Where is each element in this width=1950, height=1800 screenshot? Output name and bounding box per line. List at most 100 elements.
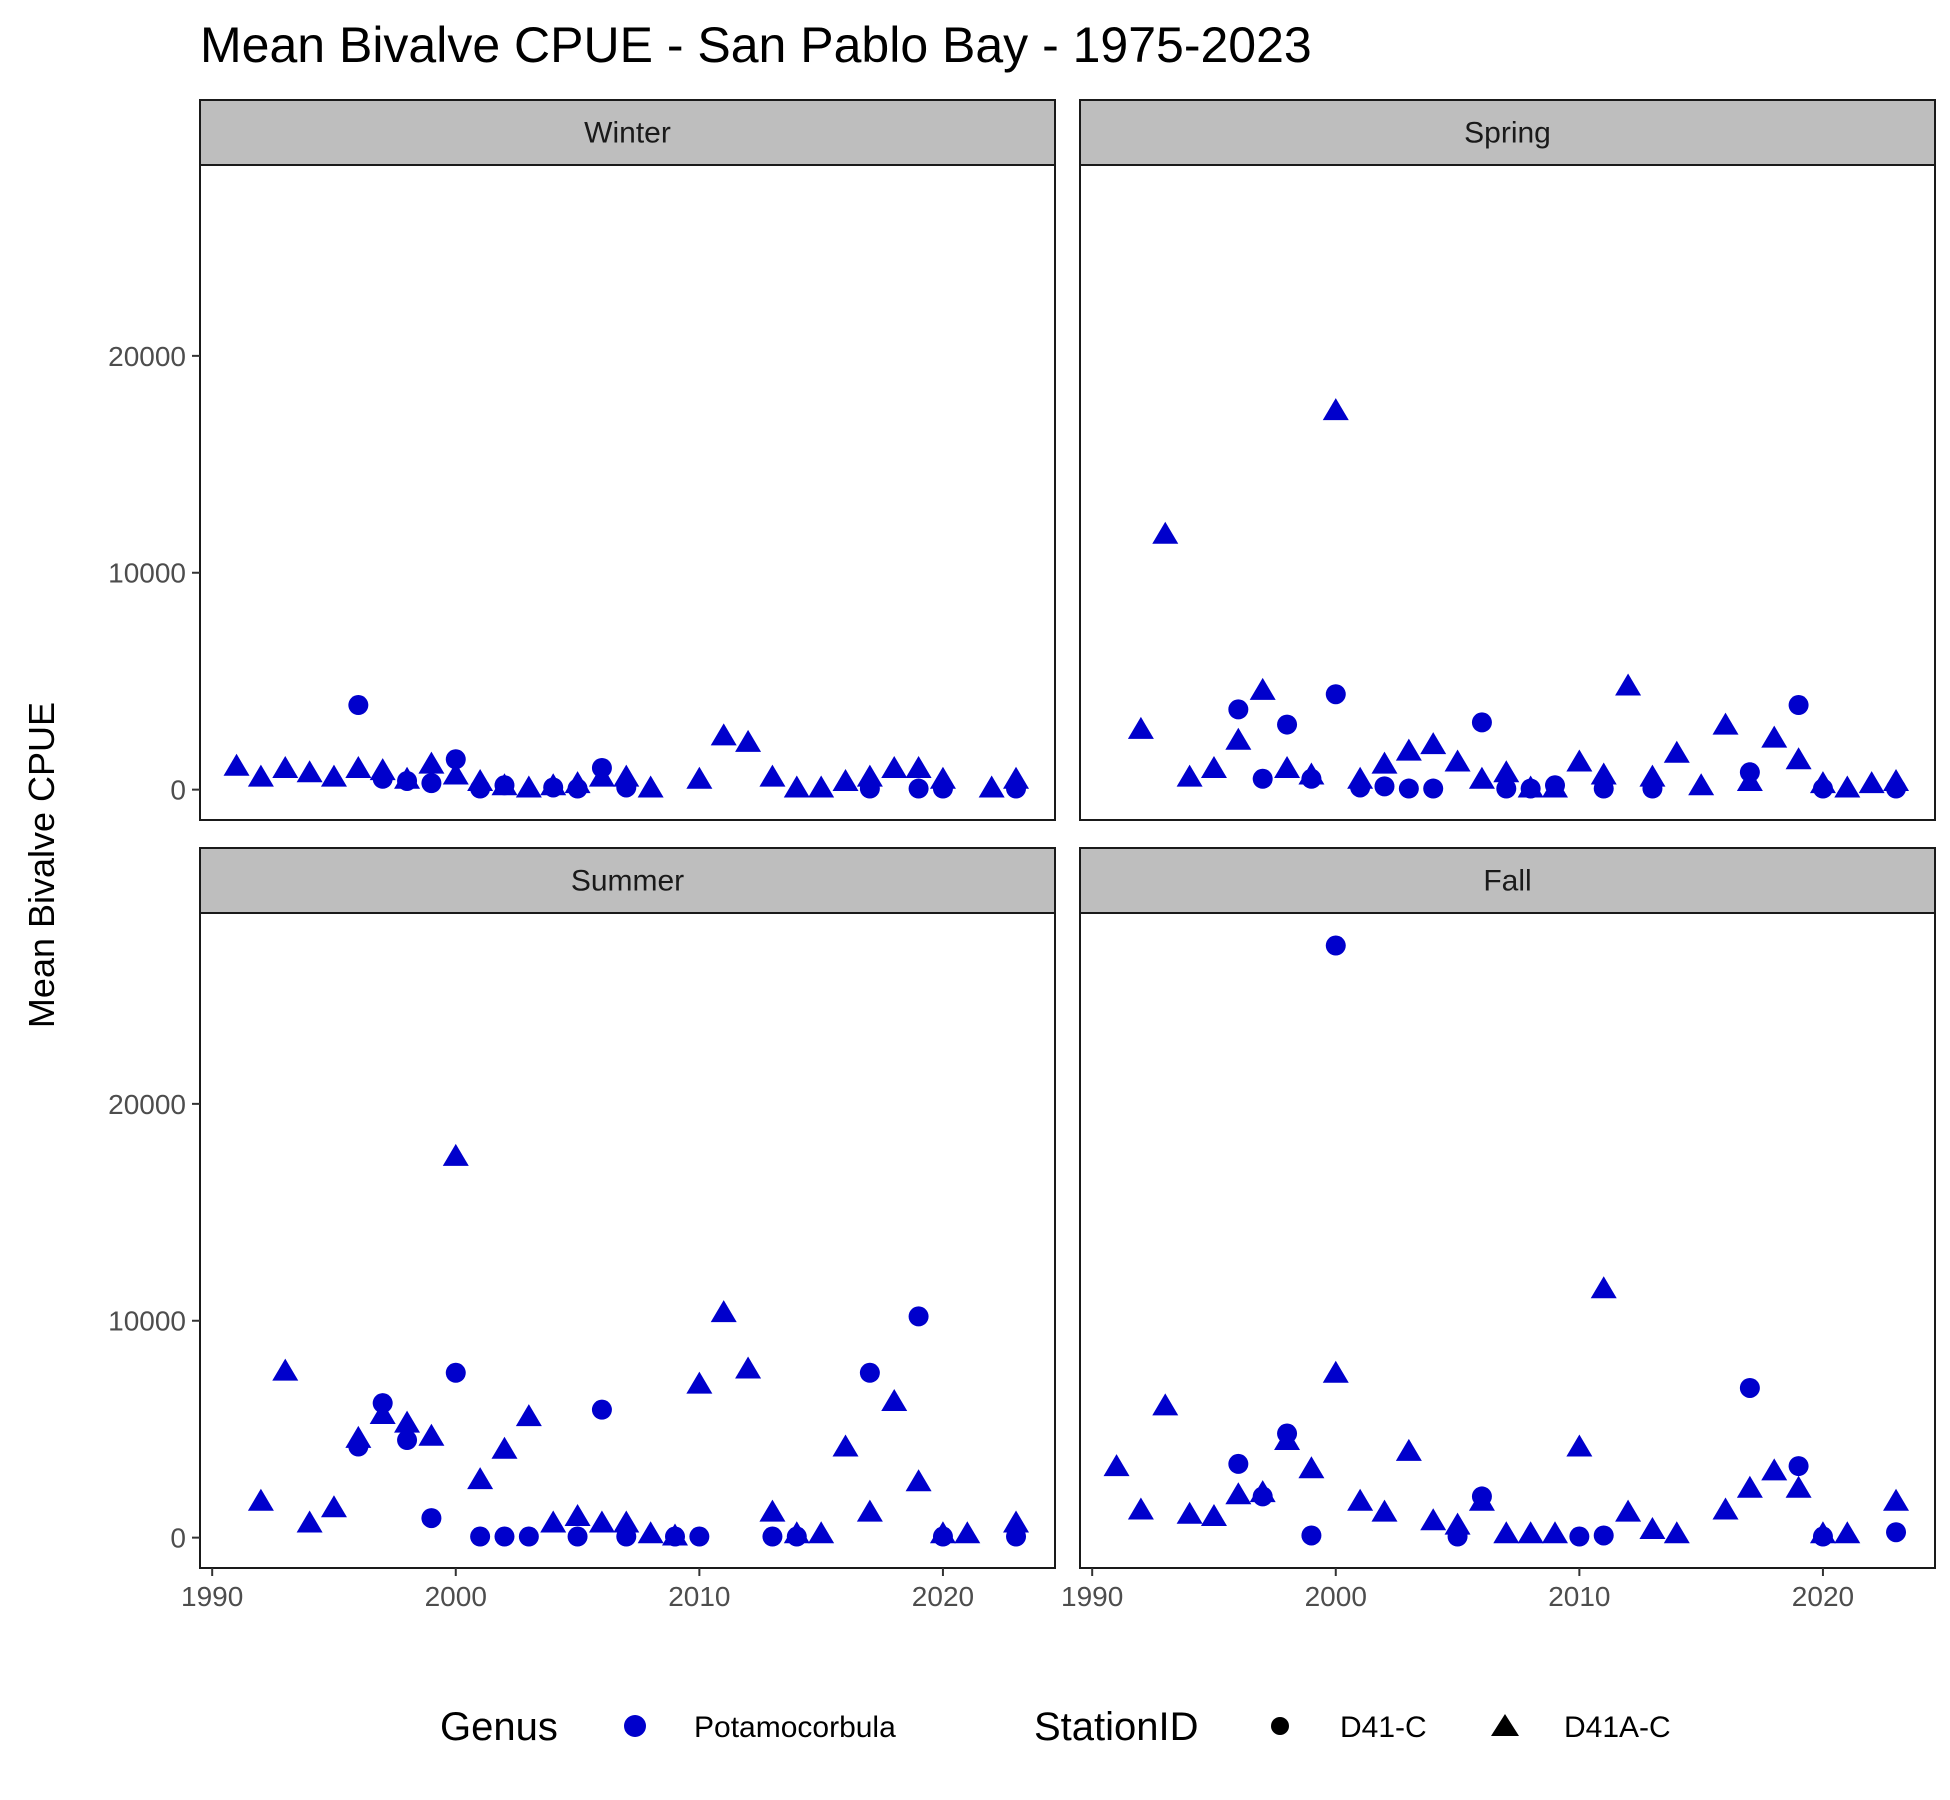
data-point-triangle xyxy=(1809,1521,1836,1544)
legend-key-triangle xyxy=(1491,1714,1519,1736)
data-point-triangle xyxy=(1395,1438,1422,1461)
y-axis-title: Mean Bivalve CPUE xyxy=(21,702,62,1028)
data-point-triangle xyxy=(1249,1480,1276,1503)
data-point-triangle xyxy=(418,751,445,774)
strip-label-summer: Summer xyxy=(571,865,684,898)
data-point-circle xyxy=(1325,935,1346,956)
panel-border-spring xyxy=(1079,164,1936,821)
data-point-triangle xyxy=(1736,768,1763,791)
data-point-triangle xyxy=(1883,768,1910,791)
data-point-circle xyxy=(445,749,466,770)
data-point-triangle xyxy=(1176,764,1203,787)
data-point-triangle xyxy=(540,1510,567,1533)
strip-label-spring: Spring xyxy=(1464,117,1551,150)
data-point-triangle xyxy=(1468,1488,1495,1511)
data-point-triangle xyxy=(1639,764,1666,787)
series-d41a-c-fall xyxy=(1103,1276,1910,1544)
data-point-circle xyxy=(348,695,369,716)
data-point-triangle xyxy=(1249,677,1276,700)
data-point-triangle xyxy=(345,755,372,778)
data-point-triangle xyxy=(735,1356,762,1379)
data-point-triangle xyxy=(856,1499,883,1522)
data-point-triangle xyxy=(1225,727,1252,750)
data-point-triangle xyxy=(296,760,323,783)
x-tick-label: 2010 xyxy=(1548,1581,1610,1612)
chart-title: Mean Bivalve CPUE - San Pablo Bay - 1975… xyxy=(200,17,1312,73)
data-point-triangle xyxy=(394,1410,421,1433)
data-point-circle xyxy=(1423,778,1444,799)
strip-label-winter: Winter xyxy=(584,117,671,150)
y-tick-label: 10000 xyxy=(108,1306,186,1337)
data-point-circle xyxy=(1788,695,1809,716)
data-point-triangle xyxy=(1542,1521,1568,1544)
data-point-triangle xyxy=(247,1488,274,1511)
data-point-triangle xyxy=(1834,1521,1861,1544)
data-point-triangle xyxy=(905,1469,932,1492)
data-point-triangle xyxy=(418,1423,445,1446)
data-point-triangle xyxy=(710,1300,737,1323)
data-point-circle xyxy=(1252,768,1273,789)
data-point-triangle xyxy=(1590,762,1617,785)
data-point-triangle xyxy=(686,1371,713,1394)
data-point-triangle xyxy=(978,775,1005,798)
data-point-circle xyxy=(470,1526,491,1547)
data-point-triangle xyxy=(442,762,469,785)
data-point-triangle xyxy=(1663,740,1690,763)
data-point-circle xyxy=(1593,1525,1614,1546)
data-point-circle xyxy=(908,1306,929,1327)
data-point-triangle xyxy=(1809,771,1836,794)
legend-title-stationid: StationID xyxy=(1034,1705,1199,1749)
x-tick-label: 2020 xyxy=(1792,1581,1854,1612)
data-point-triangle xyxy=(564,1503,591,1526)
data-point-circle xyxy=(1228,1453,1249,1474)
legend-key-circle xyxy=(1271,1717,1289,1735)
x-tick-label: 2000 xyxy=(1305,1581,1367,1612)
data-point-circle xyxy=(397,1430,418,1451)
data-point-circle xyxy=(1496,778,1517,799)
data-point-triangle xyxy=(783,775,810,798)
data-point-triangle xyxy=(1395,738,1422,761)
legend-key-potamocorbula xyxy=(624,1715,646,1737)
data-point-triangle xyxy=(1347,1488,1374,1511)
data-point-triangle xyxy=(320,764,347,787)
data-point-triangle xyxy=(1444,1512,1471,1535)
data-point-triangle xyxy=(808,1521,835,1544)
data-point-triangle xyxy=(1493,1521,1520,1544)
y-tick-label: 0 xyxy=(170,1523,186,1554)
data-point-triangle xyxy=(856,764,883,787)
data-point-triangle xyxy=(1371,751,1398,774)
data-point-circle xyxy=(1277,714,1298,735)
y-tick-label: 20000 xyxy=(108,1089,186,1120)
data-point-triangle xyxy=(1127,1497,1154,1520)
data-point-triangle xyxy=(296,1510,323,1533)
data-point-circle xyxy=(518,1526,539,1547)
data-point-triangle xyxy=(467,1467,494,1490)
data-point-triangle xyxy=(637,1521,664,1544)
legend-label-potamocorbula: Potamocorbula xyxy=(694,1711,896,1744)
data-point-triangle xyxy=(345,1425,372,1448)
data-point-triangle xyxy=(1712,1497,1739,1520)
data-point-circle xyxy=(689,1526,710,1547)
legend: Genus Potamocorbula StationID D41-C D41A-C xyxy=(440,1705,1671,1749)
data-point-triangle xyxy=(1298,1456,1325,1479)
data-point-triangle xyxy=(929,766,956,789)
series-d41a-c-summer xyxy=(247,1143,1030,1546)
data-point-triangle xyxy=(808,775,835,798)
data-point-triangle xyxy=(272,1358,299,1381)
data-point-triangle xyxy=(686,766,713,789)
strip-winter xyxy=(199,99,1056,166)
data-point-triangle xyxy=(1688,773,1715,796)
data-point-triangle xyxy=(905,755,932,778)
x-tick-label: 2000 xyxy=(425,1581,487,1612)
data-point-circle xyxy=(1788,1456,1809,1477)
data-point-triangle xyxy=(759,1499,786,1522)
data-point-triangle xyxy=(1200,755,1227,778)
data-point-circle xyxy=(567,1526,588,1547)
data-point-triangle xyxy=(759,764,786,787)
data-point-circle xyxy=(1886,1522,1907,1543)
data-point-triangle xyxy=(1834,775,1861,798)
data-point-circle xyxy=(1374,776,1395,797)
data-point-triangle xyxy=(1761,1458,1788,1481)
data-point-circle xyxy=(908,778,929,799)
